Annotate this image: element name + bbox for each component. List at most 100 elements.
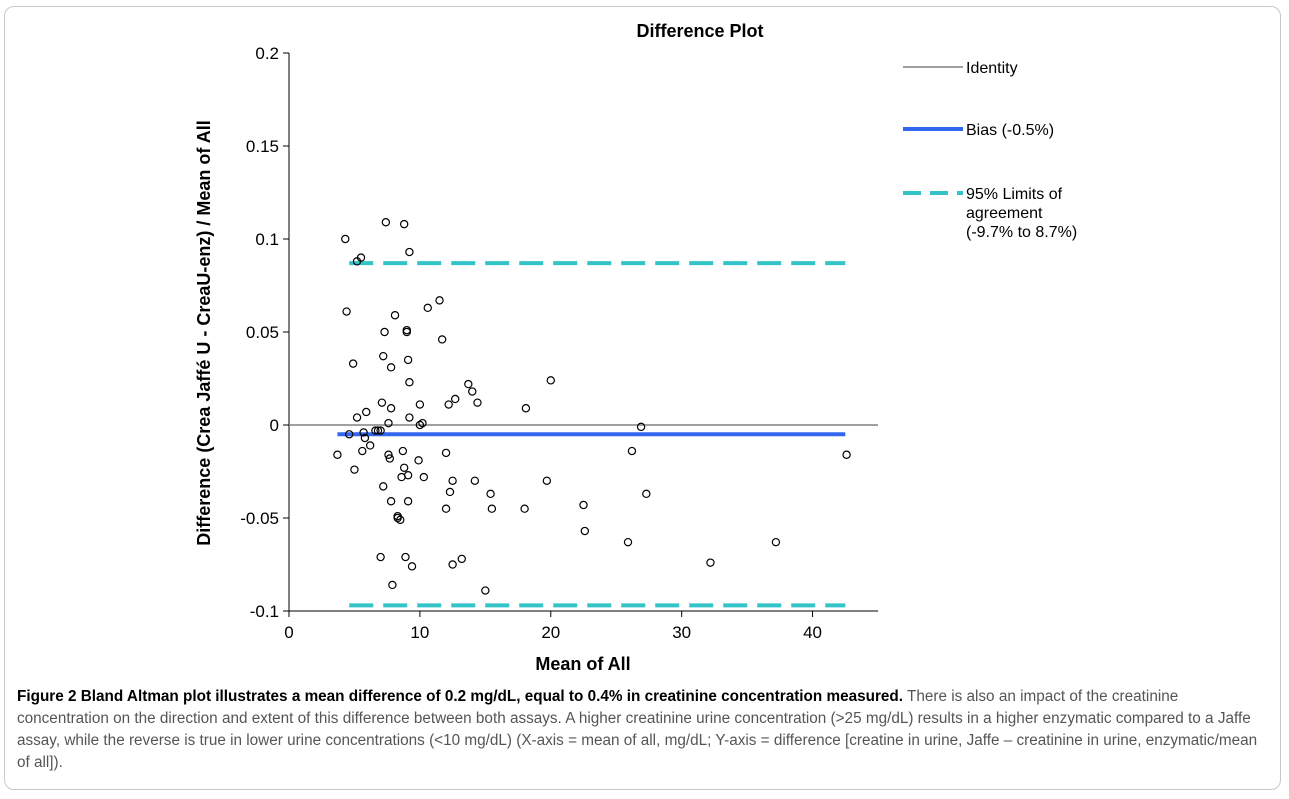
data-point bbox=[365, 441, 375, 450]
data-point bbox=[473, 398, 482, 407]
data-point bbox=[520, 504, 529, 513]
data-point bbox=[352, 413, 362, 422]
data-point bbox=[445, 487, 455, 497]
data-point bbox=[342, 307, 351, 316]
data-point bbox=[333, 450, 342, 459]
data-point bbox=[405, 413, 414, 422]
data-point bbox=[379, 351, 388, 361]
data-point bbox=[390, 311, 400, 320]
x-tick-label: 10 bbox=[410, 623, 429, 642]
data-point bbox=[418, 418, 427, 428]
data-point bbox=[360, 433, 370, 443]
data-point bbox=[419, 472, 429, 482]
data-point bbox=[385, 454, 394, 463]
plot-area: -0.1 -0.05 0 0.05 0.1 0.15 0.2 0 10 20 30 40 bbox=[240, 44, 878, 642]
data-point bbox=[362, 407, 371, 417]
x-axis-title: Mean of All bbox=[535, 654, 630, 674]
data-point bbox=[521, 404, 531, 413]
data-point bbox=[359, 428, 368, 437]
legend: Identity Bias (-0.5%) 95% Limits of agreeme… bbox=[903, 60, 1077, 241]
legend-label: Bias (-0.5%) bbox=[966, 122, 1054, 139]
data-point bbox=[627, 446, 637, 456]
data-point bbox=[487, 504, 497, 513]
data-point bbox=[414, 456, 423, 465]
data-point bbox=[486, 489, 495, 499]
difference-plot-chart: Difference Plot Difference (Crea Jaffé U… bbox=[194, 21, 1077, 674]
data-point bbox=[388, 580, 397, 590]
data-point bbox=[386, 404, 396, 413]
data-point bbox=[451, 394, 460, 404]
data-point bbox=[415, 420, 425, 430]
data-point bbox=[437, 335, 447, 344]
data-point bbox=[348, 359, 358, 368]
y-tick-label: -0.1 bbox=[250, 602, 279, 621]
data-point bbox=[415, 400, 425, 409]
legend-label: (-9.7% to 8.7%) bbox=[966, 224, 1077, 241]
data-point bbox=[546, 376, 555, 385]
data-point bbox=[377, 398, 387, 407]
data-point bbox=[373, 426, 383, 435]
data-point bbox=[356, 253, 366, 262]
data-point bbox=[358, 446, 367, 456]
y-axis-title: Difference (Crea Jaffé U - CreaU-enz) / … bbox=[194, 120, 214, 545]
data-point bbox=[386, 363, 396, 372]
legend-label: Identity bbox=[966, 60, 1018, 77]
data-point bbox=[384, 418, 393, 428]
caption-heading: Figure 2 Bland Altman plot illustrates a… bbox=[17, 688, 904, 705]
data-point bbox=[350, 465, 359, 474]
data-point bbox=[579, 500, 588, 510]
y-tick-label: 0.15 bbox=[246, 137, 279, 156]
data-point bbox=[402, 327, 411, 337]
x-tick-label: 0 bbox=[284, 623, 293, 642]
data-point bbox=[623, 537, 633, 547]
data-point bbox=[371, 426, 380, 435]
y-tick-label: 0 bbox=[270, 416, 279, 435]
data-point bbox=[448, 476, 457, 485]
y-tick-label: 0.2 bbox=[255, 44, 279, 63]
data-point bbox=[379, 482, 388, 491]
data-point bbox=[380, 327, 389, 337]
data-point bbox=[542, 476, 552, 485]
data-point bbox=[435, 296, 444, 305]
chart-title: Difference Plot bbox=[636, 21, 763, 41]
legend-label: 95% Limits of bbox=[966, 186, 1063, 203]
data-point bbox=[403, 497, 413, 506]
data-point bbox=[441, 504, 451, 513]
data-point bbox=[341, 234, 350, 244]
data-point bbox=[386, 497, 396, 506]
data-point bbox=[470, 476, 480, 485]
y-tick-label: 0.1 bbox=[255, 230, 279, 249]
data-point bbox=[384, 450, 393, 459]
y-tick-label: -0.05 bbox=[240, 509, 279, 528]
data-point bbox=[405, 378, 414, 387]
figure-frame bbox=[4, 6, 1281, 790]
data-point bbox=[381, 218, 391, 227]
data-point bbox=[376, 426, 385, 435]
legend-label: agreement bbox=[966, 205, 1043, 222]
x-tick-label: 20 bbox=[541, 623, 560, 642]
y-tick-label: 0.05 bbox=[246, 323, 279, 342]
figure-caption: Figure 2 Bland Altman plot illustrates a… bbox=[17, 686, 1262, 774]
data-point bbox=[401, 552, 410, 562]
data-point bbox=[468, 387, 477, 396]
data-point bbox=[407, 562, 417, 571]
data-point bbox=[399, 463, 409, 472]
data-point bbox=[580, 526, 590, 536]
data-point bbox=[403, 355, 413, 365]
data-point bbox=[405, 247, 414, 257]
data-point bbox=[771, 537, 781, 547]
data-point bbox=[464, 379, 473, 389]
x-tick-label: 40 bbox=[803, 623, 822, 642]
data-point bbox=[403, 471, 413, 480]
data-point bbox=[396, 515, 405, 525]
data-point bbox=[376, 552, 385, 562]
data-point bbox=[345, 430, 354, 439]
data-point bbox=[481, 586, 490, 595]
data-point bbox=[842, 450, 851, 459]
data-point bbox=[441, 448, 451, 458]
data-point bbox=[636, 422, 646, 432]
data-point bbox=[706, 558, 715, 567]
x-tick-label: 30 bbox=[672, 623, 691, 642]
data-point bbox=[444, 400, 453, 409]
data-point bbox=[642, 489, 651, 499]
